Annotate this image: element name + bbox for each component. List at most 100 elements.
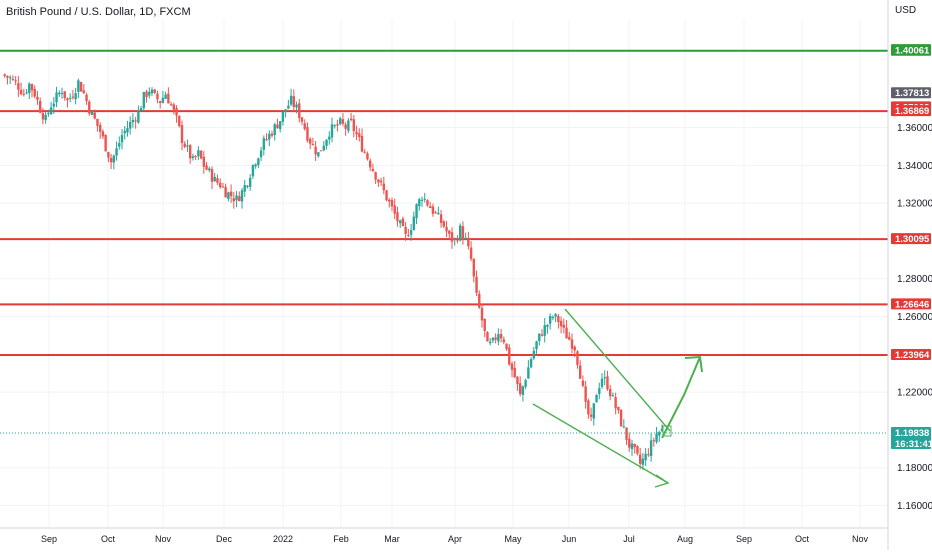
candle-body xyxy=(625,427,628,440)
candle-body xyxy=(448,230,451,234)
chart-title: British Pound / U.S. Dollar, 1D, FXCM xyxy=(6,6,191,18)
candle-body xyxy=(161,97,165,103)
candle-body xyxy=(581,380,585,386)
level-tag xyxy=(891,105,931,117)
candle-body xyxy=(420,199,424,201)
candle-body xyxy=(328,136,331,140)
candle-body xyxy=(494,337,497,340)
candle-body xyxy=(611,395,615,397)
lower-trendline[interactable] xyxy=(532,403,669,484)
candle-body xyxy=(131,119,135,123)
candle-body xyxy=(418,199,421,207)
candle-body xyxy=(246,185,249,187)
candle-body xyxy=(58,92,61,95)
candle-body xyxy=(322,145,326,151)
candle-body xyxy=(126,128,129,133)
candle-body xyxy=(649,440,653,457)
candle-body xyxy=(308,139,312,144)
candle-body xyxy=(341,119,345,124)
candle-body xyxy=(183,143,186,148)
candle-body xyxy=(164,94,167,99)
candle-body xyxy=(374,172,377,180)
candle-body xyxy=(216,178,219,183)
candle-body xyxy=(396,212,399,222)
candle-body xyxy=(284,109,287,112)
candle-body xyxy=(224,187,227,198)
candle-body xyxy=(41,113,45,120)
x-tick-label: Dec xyxy=(216,534,233,544)
horizontal-levels[interactable] xyxy=(0,49,888,434)
candle-body xyxy=(145,91,148,98)
candle-body xyxy=(180,125,184,144)
candle-body xyxy=(101,131,105,137)
candle-body xyxy=(235,195,238,201)
candle-body xyxy=(426,200,429,206)
x-tick-label: Sep xyxy=(736,534,752,544)
candle-body xyxy=(232,198,236,202)
candle-body xyxy=(358,133,361,137)
forecast-arrow[interactable] xyxy=(661,356,701,439)
candle-body xyxy=(88,101,91,114)
time-axis: Sep Oct Nov Dec 2022 Feb Mar Apr May Jun Jul Aug Sep… xyxy=(41,534,869,544)
forecast-arrowhead xyxy=(684,355,703,373)
candle-body xyxy=(450,232,454,242)
candle-body xyxy=(186,145,189,147)
x-tick-label: Aug xyxy=(677,534,693,544)
x-tick-label: Jul xyxy=(623,534,635,544)
candle-body xyxy=(658,432,661,436)
candle-body xyxy=(510,363,514,370)
candle-body xyxy=(559,320,563,327)
candle-body xyxy=(595,395,598,403)
candle-body xyxy=(513,367,516,378)
candle-body xyxy=(3,74,6,76)
candle-body xyxy=(398,220,402,224)
candle-body xyxy=(499,333,503,339)
candle-body xyxy=(6,75,9,78)
candle-body xyxy=(262,138,266,150)
x-tick-label: 2022 xyxy=(273,534,293,544)
candle-body xyxy=(628,438,631,448)
candle-body xyxy=(276,124,279,129)
trend-drawings[interactable] xyxy=(532,308,703,488)
candle-body xyxy=(259,150,263,158)
candle-body xyxy=(14,80,17,82)
candle-body xyxy=(85,94,88,102)
candle-body xyxy=(287,105,290,109)
candle-body xyxy=(598,388,601,394)
candle-body xyxy=(8,77,12,79)
y-tick-label: 1.22000 xyxy=(897,388,932,399)
candle-body xyxy=(11,78,15,80)
candle-body xyxy=(368,160,372,168)
candle-body xyxy=(518,383,522,394)
candle-body xyxy=(535,341,538,350)
candle-body xyxy=(439,214,443,223)
upper-trendline[interactable] xyxy=(564,308,671,432)
level-tag-text: 1.36869 xyxy=(895,106,929,117)
candle-body xyxy=(118,143,121,147)
y-tick-label: 1.26000 xyxy=(897,312,932,323)
candle-body xyxy=(44,114,47,121)
x-tick-label: Jun xyxy=(562,534,577,544)
candle-body xyxy=(532,350,536,359)
y-tick-label: 1.34000 xyxy=(897,161,932,172)
candle-body xyxy=(608,388,612,397)
candle-body xyxy=(538,333,541,341)
candle-body xyxy=(589,414,593,417)
candle-body xyxy=(273,124,276,136)
candle-body xyxy=(295,104,298,108)
candle-body xyxy=(614,397,617,409)
candle-body xyxy=(120,135,124,143)
candle-body xyxy=(66,98,69,101)
candle-body xyxy=(546,324,549,327)
candle-body xyxy=(488,341,492,344)
candle-body xyxy=(172,104,176,110)
candle-body xyxy=(557,315,560,323)
candle-body xyxy=(137,110,140,123)
candle-body xyxy=(71,96,75,98)
candle-body xyxy=(366,153,369,160)
candle-body xyxy=(240,190,244,202)
candle-body xyxy=(428,206,432,209)
candle-body xyxy=(644,453,647,461)
candle-body xyxy=(199,150,203,159)
candle-body xyxy=(388,199,391,202)
